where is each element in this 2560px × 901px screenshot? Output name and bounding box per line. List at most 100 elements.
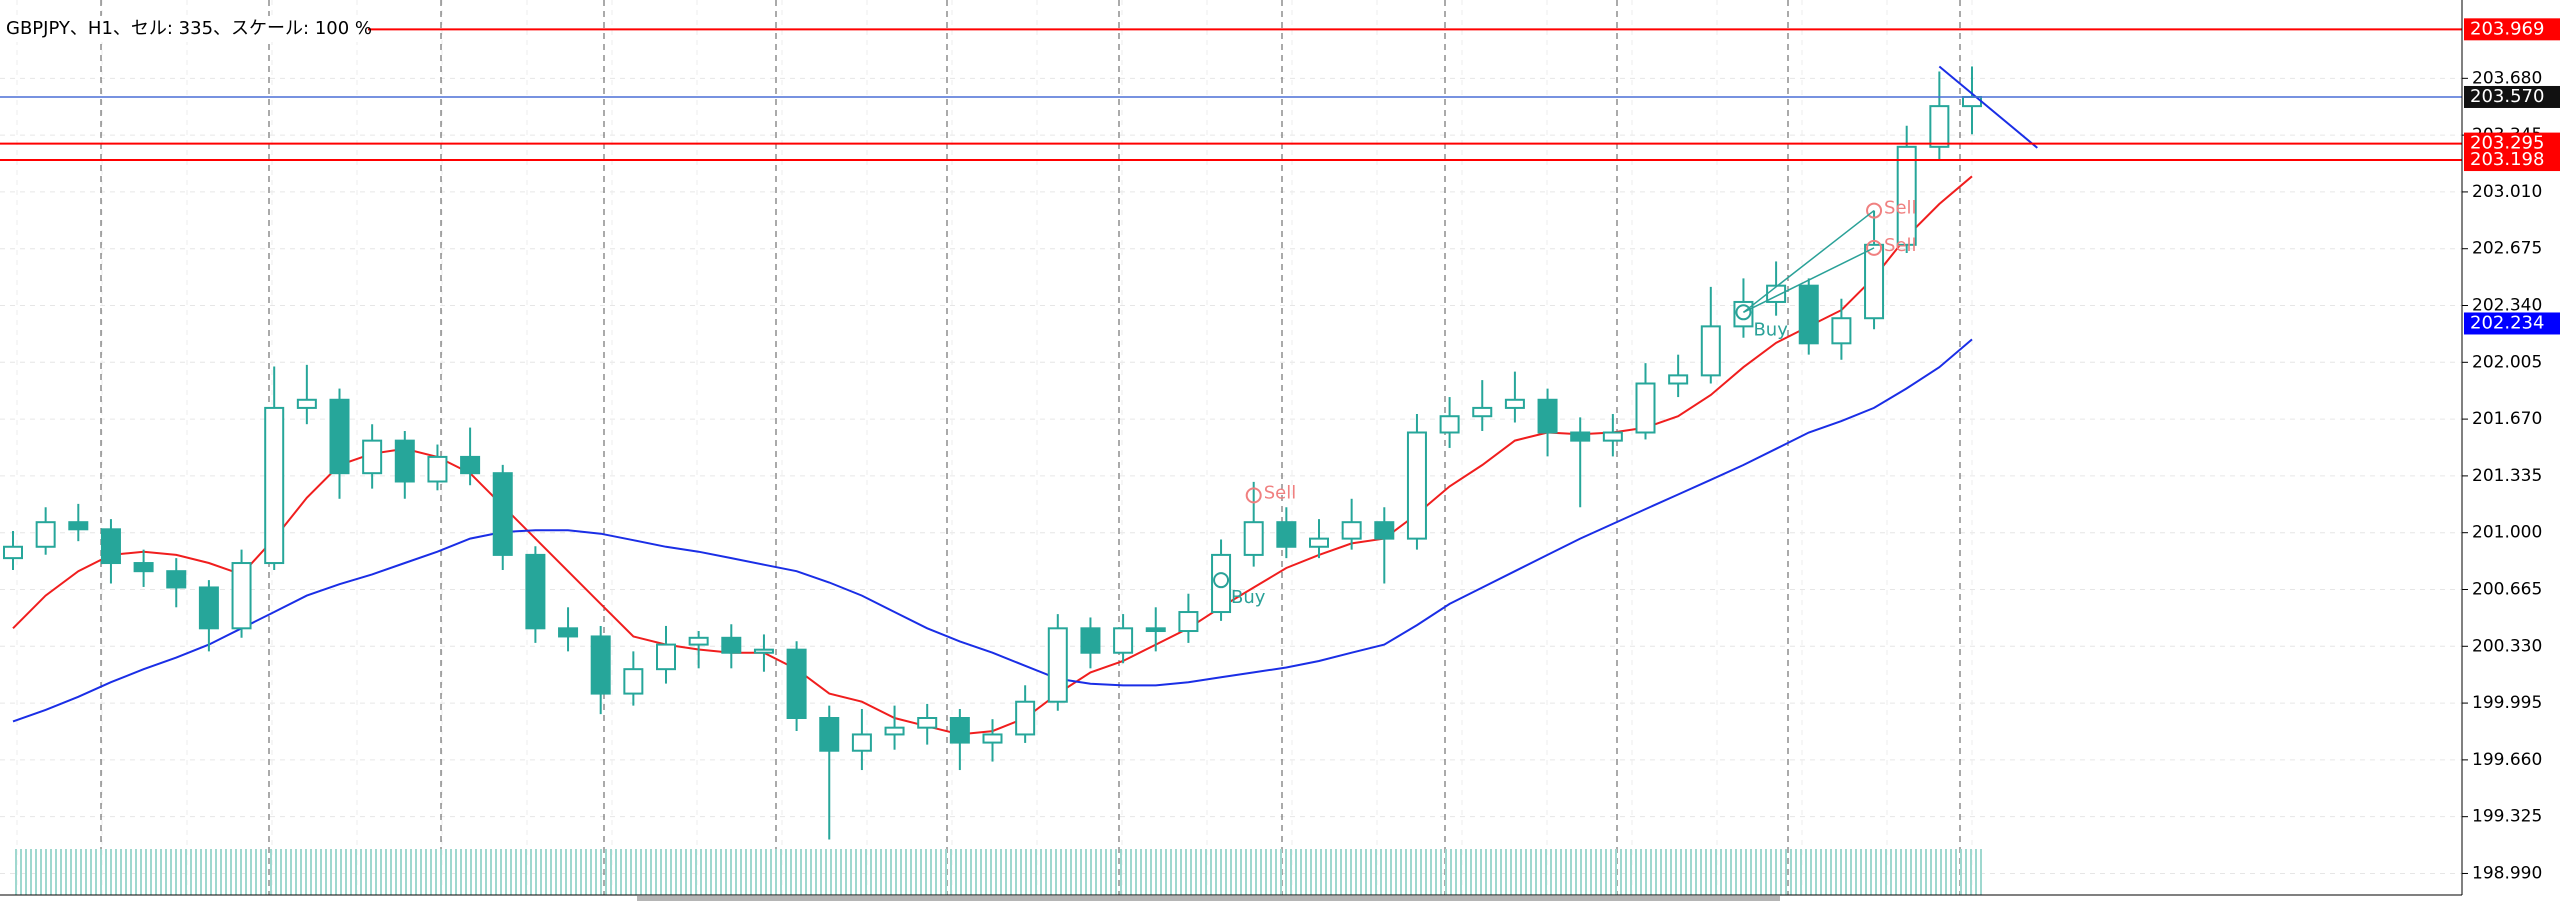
candle-body [1635, 382, 1656, 434]
candle-body [753, 648, 774, 654]
volume-strip [13, 849, 1985, 895]
y-tick-label: 199.325 [2472, 807, 2542, 827]
y-tick-label: 203.680 [2472, 68, 2542, 88]
candle-body [1439, 415, 1460, 434]
candle-body [558, 627, 579, 638]
candle-body [296, 398, 317, 409]
candle-body [1472, 406, 1493, 418]
candle-body [1015, 700, 1036, 736]
candle-body [1929, 105, 1950, 148]
y-tick-label: 199.660 [2472, 750, 2542, 770]
trade-marker [1735, 304, 1752, 321]
candle-body [982, 733, 1003, 744]
candle-body [1504, 398, 1525, 409]
candle-body [198, 586, 219, 630]
trade-link [1743, 247, 1875, 313]
candle-body [1341, 521, 1362, 540]
y-tick-label: 202.675 [2472, 239, 2542, 259]
candle-body [1700, 325, 1721, 377]
candle-body [884, 726, 905, 736]
candle-body [590, 635, 611, 695]
candle-body [329, 398, 350, 475]
title-bg [0, 16, 368, 42]
trade-marker [1245, 487, 1262, 504]
candle-body [1570, 431, 1591, 442]
current-price-box [2464, 85, 2560, 108]
chart-title: GBPJPY、H1、セル: 335、スケール: 100 % [6, 18, 372, 39]
candle-body [1668, 374, 1689, 385]
candle-body [819, 717, 840, 752]
ma-value-label: 202.234 [2470, 312, 2544, 333]
candle-body [460, 455, 481, 475]
price-level-label: 203.969 [2470, 18, 2544, 39]
y-tick-label: 201.000 [2472, 523, 2542, 543]
candle-body [1831, 317, 1852, 345]
ma-value-box [2464, 312, 2560, 335]
trade-marker [1866, 202, 1883, 219]
candle-body [35, 521, 56, 548]
current-price-label: 203.570 [2470, 86, 2544, 107]
candle-body [133, 562, 154, 573]
price-level-box [2464, 149, 2560, 172]
candle-body [1080, 627, 1101, 654]
trade-link [1742, 209, 1875, 313]
candle-body [1309, 537, 1329, 548]
y-tick-label: 198.990 [2472, 863, 2542, 883]
candle-body [68, 521, 89, 531]
candle-body [851, 733, 872, 752]
trade-label: Buy [1753, 319, 1788, 340]
candle-body [231, 562, 252, 630]
candle-body [786, 648, 807, 720]
trade-label: Sell [1884, 235, 1917, 256]
candle-body [427, 455, 448, 483]
price-level-label: 203.295 [2470, 133, 2544, 154]
candle-body [1276, 521, 1297, 548]
y-tick-label: 199.995 [2472, 693, 2542, 713]
y-tick-label: 202.005 [2472, 352, 2542, 372]
candle-body [656, 643, 676, 671]
trade-label: Sell [1264, 482, 1297, 503]
candle-body [1798, 284, 1819, 345]
trade-label: Sell [1884, 198, 1917, 219]
candle-body [1047, 627, 1068, 703]
price-level-box [2464, 18, 2560, 41]
candle-body [166, 570, 187, 589]
candle-body [3, 545, 23, 560]
candle-body [1178, 611, 1199, 633]
candle-body [362, 439, 383, 475]
y-tick-label: 200.330 [2472, 636, 2542, 656]
y-tick-label: 200.665 [2472, 579, 2542, 599]
candle-body [1537, 398, 1558, 434]
candle-body [100, 528, 121, 565]
candle-body [623, 668, 644, 695]
y-tick-label: 201.670 [2472, 409, 2542, 429]
trade-marker [1866, 239, 1883, 256]
y-tick-label: 202.340 [2472, 296, 2542, 316]
candle-body [1374, 521, 1395, 540]
moving-average [12, 338, 1973, 723]
trade-marker [1213, 572, 1230, 589]
candle-body [688, 636, 709, 646]
candle-body [394, 439, 415, 483]
candle-body [1211, 553, 1232, 614]
trade-label: Buy [1231, 587, 1266, 608]
y-tick-label: 203.010 [2472, 182, 2542, 202]
candle-body [721, 636, 742, 654]
candle-body [917, 717, 938, 729]
candle-body [1113, 627, 1134, 654]
candle-body [492, 472, 513, 556]
candle-body [1406, 431, 1427, 540]
candle-body [1145, 627, 1166, 633]
y-tick-label: 201.335 [2472, 466, 2542, 486]
scrollbar [637, 896, 1780, 901]
price-level-label: 203.198 [2470, 149, 2544, 170]
candle-body [264, 406, 285, 565]
candle-body [1602, 431, 1623, 442]
trendline [1938, 65, 2038, 149]
candle-body [949, 717, 970, 744]
candle-body [525, 553, 546, 630]
candle-body [1243, 521, 1264, 556]
candle-body [1896, 145, 1917, 246]
